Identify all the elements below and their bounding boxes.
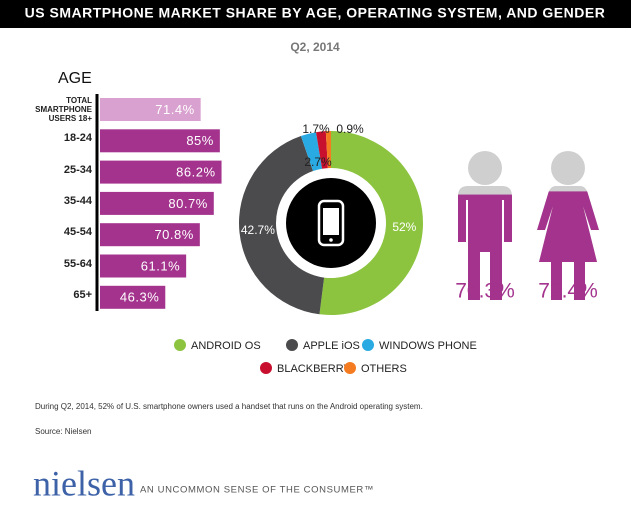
- legend-swatch: [174, 339, 186, 351]
- logo: nielsen: [33, 463, 135, 503]
- legend-label: ANDROID OS: [191, 340, 261, 352]
- category-label: 25-34: [63, 163, 92, 176]
- source: Source: Nielsen: [35, 427, 91, 436]
- legend-label: APPLE iOS: [303, 340, 360, 352]
- header-bar: [0, 0, 631, 28]
- value-label: 85%: [186, 133, 214, 148]
- subtitle: Q2, 2014: [290, 40, 340, 54]
- category-label: 18-24: [63, 132, 92, 145]
- category-label: 35-44: [63, 194, 92, 207]
- bar: [100, 254, 187, 278]
- bar: [100, 223, 200, 247]
- category-label: 45-54: [63, 226, 92, 239]
- legend-label: OTHERS: [361, 363, 407, 375]
- donut-slice: [300, 132, 323, 172]
- donut-slice: [325, 131, 331, 169]
- legend-swatch: [362, 339, 374, 351]
- figure-value-label: 72.4%: [538, 280, 598, 303]
- value-label: 80.7%: [168, 196, 207, 211]
- slice-label: 42.7%: [241, 223, 275, 237]
- phone-screen: [323, 208, 339, 235]
- slice-label: 2.7%: [304, 155, 332, 169]
- bar: [100, 98, 201, 121]
- category-label: 65+: [73, 288, 92, 301]
- footnote: During Q2, 2014, 52% of U.S. smartphone …: [35, 402, 423, 411]
- category-label: 25-34: [63, 163, 92, 176]
- legend-swatch: [286, 339, 298, 351]
- slice-label: 0.9%: [336, 122, 364, 136]
- category-label: 55-64: [63, 257, 92, 270]
- phone-button: [329, 238, 333, 242]
- bar: [100, 129, 220, 153]
- category-label: 65+: [73, 288, 92, 301]
- value-label: 86.2%: [176, 165, 215, 180]
- phone-icon: [317, 199, 345, 247]
- figure-value-label: 70.3%: [455, 280, 515, 303]
- bar: [100, 285, 166, 309]
- value-label: 61.1%: [141, 258, 180, 273]
- legend-label: BLACKBERRY: [277, 363, 351, 375]
- title: US SMARTPHONE MARKET SHARE BY AGE, OPERA…: [25, 5, 606, 21]
- donut-slice: [319, 131, 423, 315]
- category-label: 35-44: [63, 194, 92, 207]
- category-label: 18-24: [63, 132, 92, 145]
- bar: [100, 160, 222, 184]
- value-label: 71.4%: [155, 102, 194, 117]
- value-label: 70.8%: [154, 227, 193, 242]
- slice-label: 1.7%: [302, 122, 330, 136]
- donut-slice: [238, 136, 325, 315]
- category-label: TOTAL SMARTPHONE USERS 18+: [35, 96, 92, 123]
- donut: [238, 131, 423, 315]
- legend-label: WINDOWS PHONE: [379, 340, 477, 352]
- bar: [100, 191, 214, 215]
- bar-title: AGE: [58, 70, 92, 87]
- category-label: TOTAL SMARTPHONE USERS 18+: [35, 96, 92, 123]
- slice-label: 52%: [392, 220, 416, 234]
- legend-swatch: [260, 362, 272, 374]
- category-label: 45-54: [63, 226, 92, 239]
- category-label: 55-64: [63, 257, 92, 270]
- donut-slice: [316, 131, 328, 169]
- value-label: 46.3%: [120, 290, 159, 305]
- legend-swatch: [344, 362, 356, 374]
- tagline: AN UNCOMMON SENSE OF THE CONSUMER™: [140, 485, 374, 496]
